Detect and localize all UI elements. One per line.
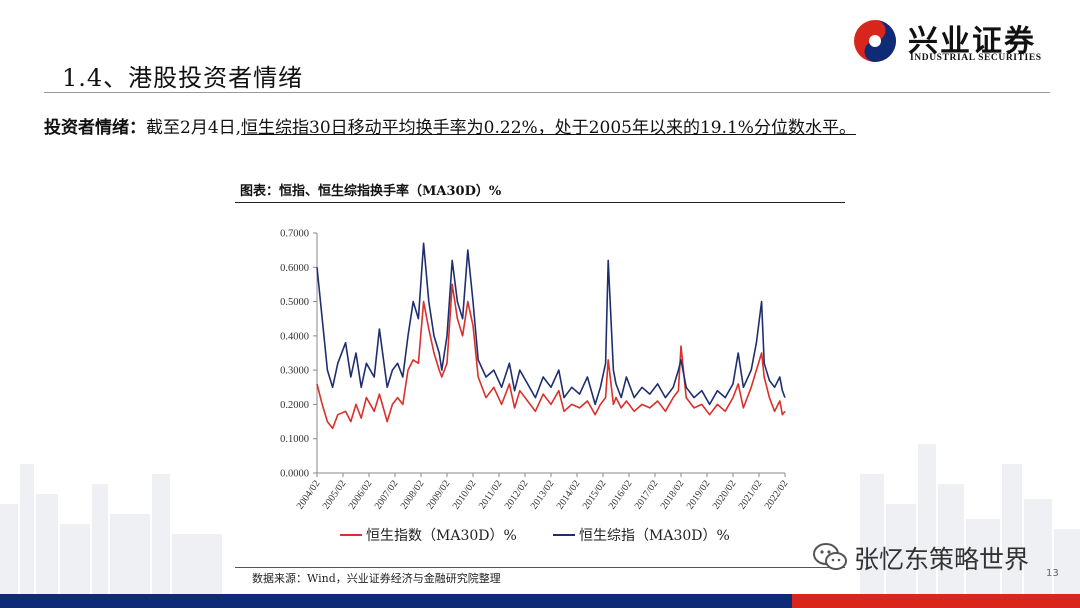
x-tick-label: 2007/02: [373, 478, 401, 511]
legend-label-hsci: 恒生综指（MA30D）%: [579, 528, 730, 544]
y-tick-label: 0.5000: [280, 297, 309, 308]
footer-bar: [0, 594, 1080, 608]
legend-label-hsi: 恒生指数（MA30D）%: [366, 528, 517, 544]
y-tick-label: 0.3000: [280, 366, 309, 377]
y-tick-label: 0.7000: [280, 229, 309, 240]
summary-lead: 投资者情绪：: [44, 118, 146, 138]
watermark-text: 张忆东策略世界: [854, 545, 1030, 574]
x-tick-label: 2014/02: [555, 478, 583, 511]
chart-title-divider: [235, 202, 845, 203]
x-tick-label: 2019/02: [685, 478, 713, 511]
x-tick-label: 2006/02: [347, 478, 375, 511]
brand-logo: 兴业证券 INDUSTRIAL SECURITIES: [852, 16, 1066, 66]
title-divider: [44, 92, 1050, 93]
x-tick-label: 2005/02: [321, 478, 349, 511]
turnover-line-chart: 0.0000 0.1000 0.2000 0.3000 0.4000 0.5000 0.60…: [280, 229, 791, 545]
x-tick-label: 2004/02: [295, 478, 323, 511]
x-tick-label: 2020/02: [711, 478, 739, 511]
summary-detail: 恒生综指30日移动平均换手率为0.22%，处于2005年以来的19.1%分位数水…: [241, 118, 856, 138]
series-line-hsi: [316, 283, 786, 430]
yin-yang-logo-icon: [854, 20, 896, 62]
summary-text: 投资者情绪：截至2月4日,恒生综指30日移动平均换手率为0.22%，处于2005…: [44, 113, 856, 138]
x-tick-label: 2010/02: [451, 478, 479, 511]
x-tick-label: 2016/02: [607, 478, 635, 511]
source-divider: [235, 567, 845, 568]
y-tick-label: 0.1000: [280, 434, 309, 445]
chart-title: 图表：恒指、恒生综指换手率（MA30D）%: [240, 184, 502, 199]
x-tick-label: 2015/02: [581, 478, 609, 511]
footer-bar-red: [792, 594, 1080, 608]
y-tick-label: 0.6000: [280, 263, 309, 274]
brand-name-cn: 兴业证券: [908, 24, 1036, 59]
summary-date: 截至2月4日,: [146, 118, 242, 138]
x-tick-label: 2017/02: [633, 478, 661, 511]
page-title: 1.4、港股投资者情绪: [62, 64, 304, 92]
series-line-hsci: [316, 242, 786, 406]
y-tick-label: 0.4000: [280, 331, 309, 342]
x-tick-label: 2018/02: [659, 478, 687, 511]
x-tick-label: 2008/02: [399, 478, 427, 511]
x-tick-label: 2013/02: [529, 478, 557, 511]
y-tick-label: 0.2000: [280, 400, 309, 411]
y-tick-label: 0.0000: [280, 469, 309, 480]
brand-name-en: INDUSTRIAL SECURITIES: [910, 53, 1042, 63]
chart-source: 数据来源：Wind，兴业证券经济与金融研究院整理: [252, 572, 501, 585]
skyline-background: [0, 444, 1080, 594]
x-tick-label: 2022/02: [763, 478, 791, 511]
x-tick-label: 2011/02: [477, 478, 505, 511]
page-number: 13: [1046, 568, 1059, 579]
x-tick-label: 2012/02: [503, 478, 531, 511]
wechat-icon: [813, 543, 847, 570]
x-tick-label: 2021/02: [737, 478, 765, 511]
footer-bar-blue: [0, 594, 792, 608]
x-tick-label: 2009/02: [425, 478, 453, 511]
